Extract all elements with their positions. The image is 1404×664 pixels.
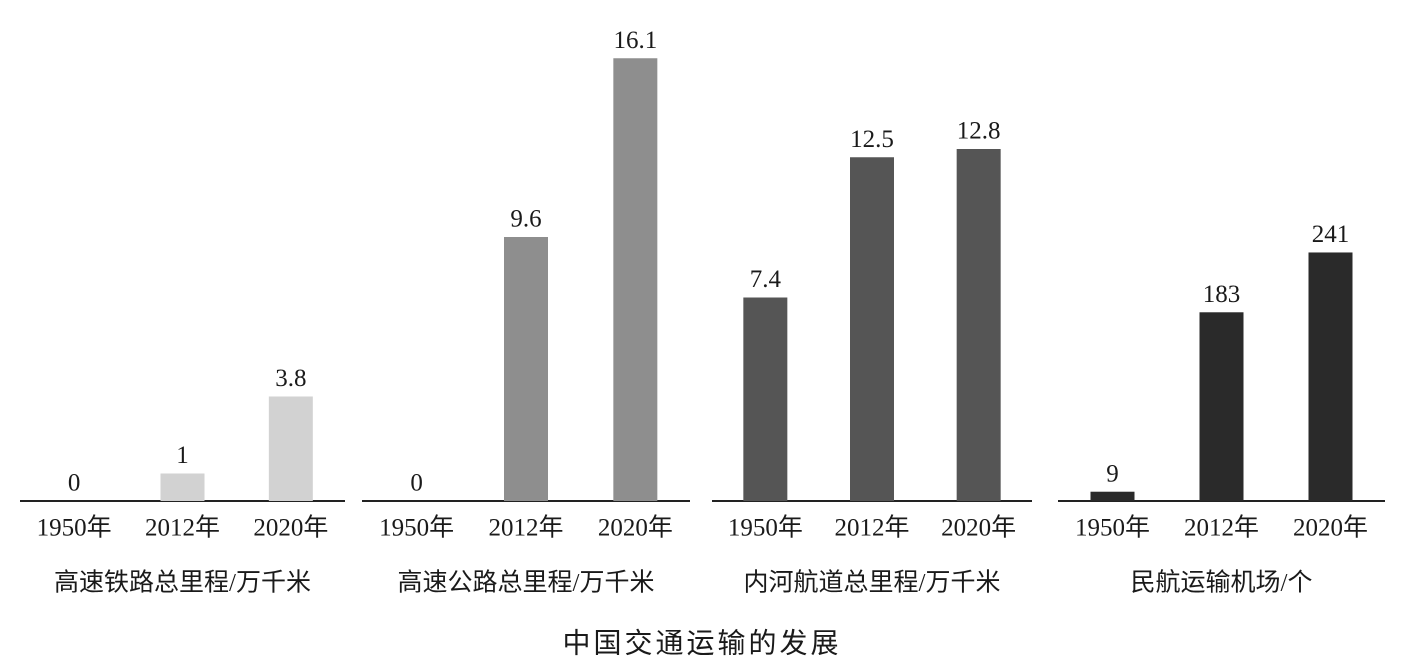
bar	[160, 473, 205, 501]
x-tick-label: 1950年	[728, 514, 803, 542]
value-label: 12.5	[850, 126, 894, 153]
x-tick-label: 2020年	[253, 514, 328, 542]
value-label: 12.8	[957, 118, 1001, 145]
panel-label: 内河航道总里程/万千米	[744, 569, 1001, 597]
x-tick-label: 1950年	[37, 514, 112, 542]
bar	[1090, 491, 1135, 501]
panel-label: 高速公路总里程/万千米	[398, 569, 655, 597]
value-label: 3.8	[275, 365, 306, 392]
x-tick-label: 2012年	[488, 514, 563, 542]
value-label: 0	[410, 470, 423, 497]
panel-label: 高速铁路总里程/万千米	[54, 569, 311, 597]
x-tick-label: 2012年	[145, 514, 220, 542]
bar	[743, 297, 788, 501]
value-label: 0	[68, 470, 81, 497]
value-label: 16.1	[613, 27, 657, 54]
x-tick-label: 2020年	[941, 514, 1016, 542]
bar	[504, 237, 548, 501]
panel-label: 民航运输机场/个	[1131, 569, 1313, 597]
value-label: 9	[1106, 460, 1119, 487]
x-tick-label: 2020年	[1293, 514, 1368, 542]
value-label: 241	[1312, 221, 1350, 248]
value-label: 9.6	[510, 206, 541, 233]
bar	[956, 149, 1001, 501]
bar	[850, 157, 894, 501]
bar	[268, 396, 313, 501]
bar	[613, 58, 658, 501]
bar	[1199, 312, 1244, 501]
value-label: 1	[176, 442, 189, 469]
value-label: 7.4	[750, 266, 782, 293]
chart-title: 中国交通运输的发展	[562, 627, 841, 659]
x-tick-label: 1950年	[1075, 514, 1150, 542]
x-tick-label: 2020年	[598, 514, 673, 542]
x-tick-label: 2012年	[834, 514, 909, 542]
x-tick-label: 2012年	[1184, 514, 1259, 542]
bar	[1308, 252, 1353, 501]
value-label: 183	[1203, 281, 1241, 308]
x-tick-label: 1950年	[379, 514, 454, 542]
